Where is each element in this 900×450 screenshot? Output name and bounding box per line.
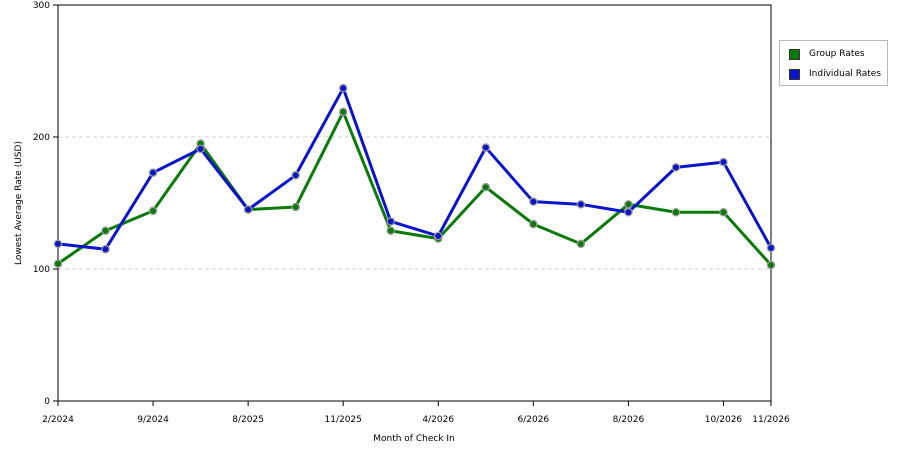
x-tick-label-2/2024: 2/2024	[42, 415, 74, 425]
data-point-individual-rates-8	[434, 231, 443, 241]
series-line-group-rates	[56, 110, 773, 267]
data-point-individual-rates-0	[53, 239, 63, 249]
data-point-individual-rates-7	[386, 217, 395, 226]
data-point-group-rates-1	[101, 226, 110, 235]
tick-labels: 0 100 200 300 2/2024 9/2024 8/2025 11/2025 4/202…	[33, 1, 790, 425]
data-point-group-rates-2	[148, 206, 158, 216]
data-point-individual-rates-11	[576, 200, 586, 209]
data-point-individual-rates-12	[624, 207, 633, 217]
data-point-group-rates-7	[386, 226, 395, 235]
x-tick-label-8/2026: 8/2026	[613, 415, 645, 425]
x-tick-label-4/2026: 4/2026	[422, 415, 454, 425]
data-point-group-rates-12	[624, 200, 633, 209]
y-tick-label-0: 0	[44, 397, 50, 407]
legend: Group Rates Individual Rates	[779, 40, 888, 86]
data-point-individual-rates-4	[243, 205, 253, 214]
legend-swatch-group-rates	[789, 48, 800, 60]
data-point-group-rates-0	[53, 259, 63, 268]
data-point-group-rates-11	[576, 239, 586, 249]
axes	[53, 4, 772, 406]
x-axis-title: Month of Check In	[373, 434, 455, 444]
y-tick-label-200: 200	[33, 133, 50, 143]
x-tick-label-6/2026: 6/2026	[517, 415, 549, 425]
legend-label-individual-rates: Individual Rates	[809, 69, 882, 79]
y-tick-label-300: 300	[33, 1, 50, 11]
x-tick-label-8/2025: 8/2025	[232, 415, 264, 425]
legend-item-group-rates: Group Rates	[789, 48, 865, 60]
plot-border	[57, 4, 772, 402]
data-point-group-rates-5	[291, 202, 300, 212]
data-point-group-rates-6	[338, 107, 348, 117]
data-point-group-rates-13	[671, 207, 681, 217]
data-point-group-rates-10	[529, 219, 538, 229]
series-line-individual-rates	[56, 86, 773, 251]
data-point-individual-rates-3	[196, 144, 205, 154]
y-axis-title: Lowest Average Rate (USD)	[14, 141, 24, 265]
data-point-individual-rates-9	[481, 143, 491, 152]
grid-lines	[58, 136, 771, 270]
data-point-individual-rates-2	[148, 168, 158, 177]
data-point-group-rates-15	[766, 260, 776, 270]
data-point-individual-rates-15	[766, 243, 776, 253]
data-point-group-rates-9	[481, 182, 491, 192]
data-point-individual-rates-13	[671, 163, 681, 172]
series-lines	[53, 83, 776, 270]
x-tick-label-10/2026: 10/2026	[705, 415, 743, 425]
data-point-group-rates-14	[719, 207, 728, 217]
data-point-individual-rates-6	[338, 83, 348, 93]
legend-item-individual-rates: Individual Rates	[789, 68, 881, 80]
legend-label-group-rates: Group Rates	[809, 49, 865, 59]
x-tick-label-11/2025: 11/2025	[325, 415, 362, 425]
y-tick-label-100: 100	[33, 265, 50, 275]
data-point-individual-rates-10	[529, 197, 538, 206]
x-tick-label-11/2026: 11/2026	[752, 415, 790, 425]
data-point-individual-rates-1	[101, 244, 110, 254]
data-point-individual-rates-5	[291, 171, 300, 180]
x-tick-label-9/2024: 9/2024	[137, 415, 169, 425]
legend-swatch-individual-rates	[789, 68, 800, 80]
data-point-individual-rates-14	[719, 157, 728, 167]
